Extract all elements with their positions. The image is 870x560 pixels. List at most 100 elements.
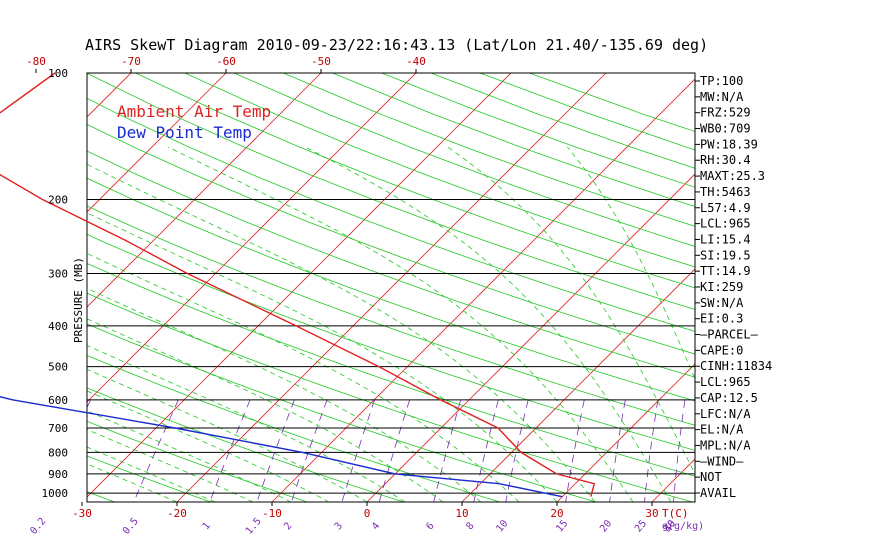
mixing-ratio-label: 6 (424, 521, 436, 533)
side-panel-item: TP:100 (700, 74, 743, 88)
bottom-temp-tick-label: -30 (72, 507, 92, 520)
pressure-tick-label: 900 (48, 468, 68, 481)
mixing-ratio-line (644, 399, 659, 502)
bottom-temp-tick-label: -10 (262, 507, 282, 520)
side-panel-item: LCL:965 (700, 375, 751, 389)
pressure-tick-label: 700 (48, 422, 68, 435)
mixing-ratio-line (473, 399, 499, 502)
top-temp-tick-label: -70 (121, 55, 141, 68)
dry-adiabat-line (184, 73, 695, 268)
isotherm-line (87, 73, 417, 403)
mixing-ratio-label: 8 (464, 521, 476, 533)
mixing-ratio-label: 2 (282, 521, 294, 533)
pressure-tick-label: 600 (48, 394, 68, 407)
side-panel-item: MW:N/A (700, 90, 744, 104)
mixing-ratio-label: 3 (333, 521, 345, 533)
isotherm-line (87, 73, 227, 213)
mixing-ratio-label: 0.2 (28, 516, 48, 537)
dry-adiabat-line (87, 97, 695, 332)
pressure-tick-label: 300 (48, 267, 68, 280)
dew-point-temp-line (0, 396, 563, 498)
mixing-ratio-label: 4 (370, 521, 382, 533)
top-temp-tick-label: -80 (26, 55, 46, 68)
side-panel-item: MAXT:25.3 (700, 169, 765, 183)
ambient-air-temp-line (0, 72, 596, 497)
bottom-temp-tick-label: 0 (364, 507, 371, 520)
isotherm-line (651, 458, 695, 502)
side-panel-item: NOT (700, 470, 722, 484)
side-panel-item: –PARCEL– (700, 328, 759, 342)
side-panel-item: CAPE:0 (700, 343, 743, 357)
dry-adiabat-line (87, 355, 500, 502)
isotherm-line (0, 73, 36, 502)
y-axis-label: PRESSURE (MB) (72, 257, 85, 343)
mixing-ratio-line (505, 399, 529, 502)
pressure-tick-label: 500 (48, 361, 68, 374)
side-panel-item: CAP:12.5 (700, 391, 758, 405)
side-panel-item: –WIND– (700, 454, 744, 468)
isotherm-line (176, 73, 607, 502)
mixing-ratio-line (133, 399, 179, 502)
mixing-ratio-line (291, 399, 328, 502)
moist-adiabat-line (87, 428, 254, 502)
dry-adiabat-line (87, 292, 693, 502)
side-panel-item: WB0:709 (700, 122, 751, 136)
isotherm-line (747, 73, 870, 502)
dry-adiabat-line (233, 73, 695, 247)
mixing-ratio-line (609, 399, 626, 502)
bottom-temp-tick-label: 10 (455, 507, 468, 520)
mixing-ratio-label: 20 (598, 518, 614, 534)
dry-adiabat-line (87, 205, 695, 426)
dry-adiabat-line (87, 455, 211, 502)
side-panel-item: LFC:N/A (700, 407, 751, 421)
mixing-ratio-line (433, 399, 462, 502)
dry-adiabat-line (87, 262, 695, 477)
chart-title: AIRS SkewT Diagram 2010-09-23/22:16:43.1… (85, 36, 708, 54)
bottom-temp-tick-label: 30 (645, 507, 658, 520)
pressure-tick-label: 1000 (42, 487, 69, 500)
side-panel-item: TH:5463 (700, 185, 751, 199)
isotherm-line (87, 73, 322, 308)
moist-adiabat-line (87, 446, 216, 502)
side-panel-item: SW:N/A (700, 296, 744, 310)
isotherm-line (366, 173, 695, 502)
isotherm-line (87, 73, 512, 498)
dry-adiabat-line (87, 233, 695, 451)
moist-adiabat-line (447, 146, 695, 475)
mixing-ratio-line (673, 399, 686, 502)
mixing-ratio-label: 1 (201, 521, 213, 533)
side-panel-item: KI:259 (700, 280, 743, 294)
dry-adiabat-line (87, 73, 695, 310)
mixing-ratio-line (378, 399, 410, 502)
legend-dew-point-temp: Dew Point Temp (117, 123, 252, 142)
side-panel-item: L57:4.9 (700, 201, 751, 215)
mixing-ratio-label: 1.5 (244, 516, 264, 537)
isotherm-line (87, 73, 132, 118)
mixing-ratio-unit-label: g(g/kg) (662, 521, 704, 532)
label-layer: 1002003004005006007008009001000-120-110-… (26, 55, 704, 537)
legend: Ambient Air Temp Dew Point Temp (117, 102, 271, 142)
side-panel-item: LCL:965 (700, 217, 751, 231)
side-panel-item: EI:0.3 (700, 312, 743, 326)
dry-adiabat-line (87, 123, 695, 355)
moist-adiabat-line (167, 146, 634, 502)
dry-adiabat-line (135, 73, 695, 289)
top-temp-tick-label: -60 (216, 55, 236, 68)
mixing-ratio-label: 25 (633, 518, 649, 534)
bottom-temp-tick-label: 20 (550, 507, 563, 520)
isotherm-line (842, 73, 870, 502)
side-panel-item: LI:15.4 (700, 232, 751, 246)
series-layer (0, 72, 596, 498)
mixing-ratio-line (209, 399, 251, 502)
mixing-ratio-line (0, 400, 29, 502)
top-temp-tick-label: -50 (311, 55, 331, 68)
side-panel-item: AVAIL (700, 486, 736, 500)
mixing-ratio-line (256, 399, 295, 502)
pressure-tick-label: 200 (48, 193, 68, 206)
dry-adiabat-line (87, 177, 695, 402)
mixing-ratio-label: 10 (494, 518, 510, 534)
mixing-ratio-line (341, 399, 375, 502)
side-panel-item: PW:18.39 (700, 137, 758, 151)
dry-adiabat-line (479, 73, 695, 151)
